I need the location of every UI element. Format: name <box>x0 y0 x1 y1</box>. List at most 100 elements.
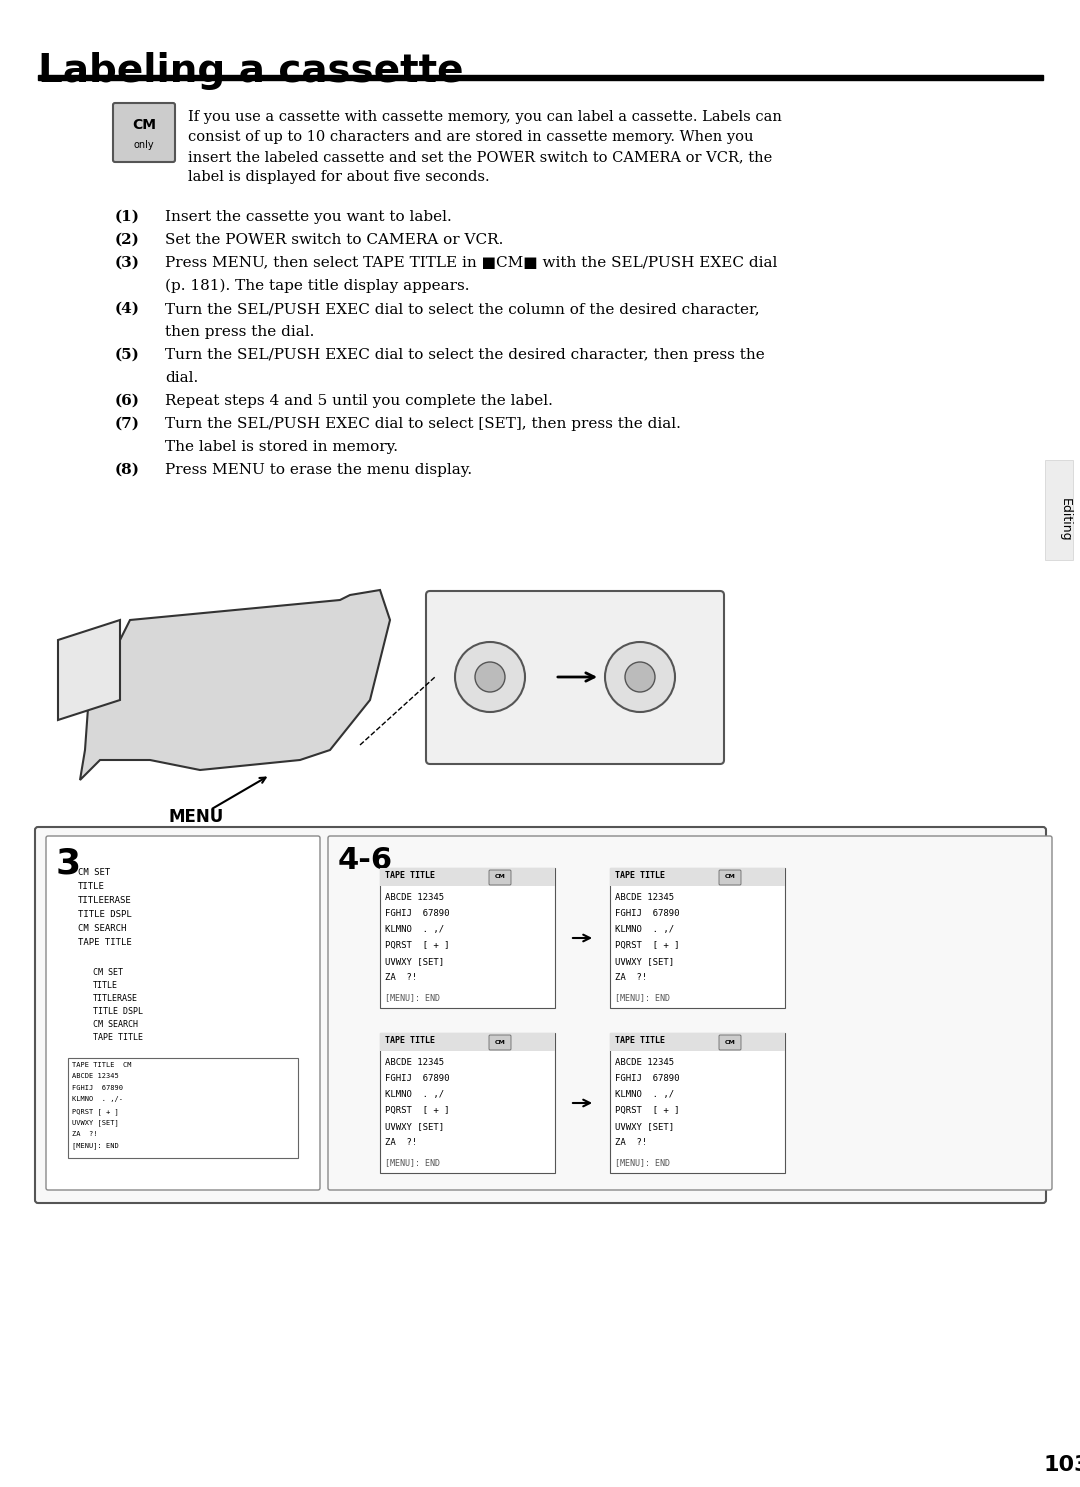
Text: Turn the SEL/PUSH EXEC dial to select [SET], then press the dial.: Turn the SEL/PUSH EXEC dial to select [S… <box>165 416 680 431</box>
Text: UVWXY [SET]: UVWXY [SET] <box>72 1120 119 1126</box>
Text: Editing: Editing <box>1058 498 1071 541</box>
Text: UVWXY [SET]: UVWXY [SET] <box>615 958 674 967</box>
Polygon shape <box>80 590 390 781</box>
Bar <box>610 868 785 886</box>
Text: ZA  ?!: ZA ?! <box>615 972 647 981</box>
Bar <box>380 868 555 886</box>
Bar <box>610 868 785 1008</box>
Text: CM SEARCH: CM SEARCH <box>93 1020 138 1029</box>
Text: TITLE DSPL: TITLE DSPL <box>78 910 132 919</box>
Text: ZA  ?!: ZA ?! <box>384 1138 417 1146</box>
FancyBboxPatch shape <box>46 836 320 1190</box>
Circle shape <box>625 662 654 691</box>
Text: TAPE TITLE: TAPE TITLE <box>384 871 435 880</box>
Text: (8): (8) <box>114 462 140 477</box>
Text: (5): (5) <box>114 348 140 361</box>
Text: Press MENU to erase the menu display.: Press MENU to erase the menu display. <box>165 462 472 477</box>
Bar <box>610 1033 785 1051</box>
Bar <box>38 74 1043 80</box>
Text: FGHIJ  67890: FGHIJ 67890 <box>615 909 679 917</box>
Bar <box>380 868 555 1008</box>
Text: TAPE TITLE  CM: TAPE TITLE CM <box>72 1062 132 1068</box>
Text: CM: CM <box>495 1039 505 1044</box>
Text: Turn the SEL/PUSH EXEC dial to select the desired character, then press the: Turn the SEL/PUSH EXEC dial to select th… <box>165 348 765 361</box>
Text: ZA  ?!: ZA ?! <box>384 972 417 981</box>
Text: 103: 103 <box>1043 1454 1080 1475</box>
Text: Turn the SEL/PUSH EXEC dial to select the column of the desired character,: Turn the SEL/PUSH EXEC dial to select th… <box>165 302 759 317</box>
Text: [MENU]: END: [MENU]: END <box>384 993 440 1002</box>
Text: ABCDE 12345: ABCDE 12345 <box>384 1057 444 1068</box>
Text: TAPE TITLE: TAPE TITLE <box>384 1036 435 1045</box>
Text: TAPE TITLE: TAPE TITLE <box>93 1033 143 1042</box>
FancyBboxPatch shape <box>489 1035 511 1050</box>
Text: CM: CM <box>725 874 735 879</box>
Text: PQRST  [ + ]: PQRST [ + ] <box>615 941 679 950</box>
Text: MENU: MENU <box>168 807 224 825</box>
Text: FGHIJ  67890: FGHIJ 67890 <box>384 1074 449 1083</box>
Text: FGHIJ  67890: FGHIJ 67890 <box>72 1086 123 1091</box>
FancyBboxPatch shape <box>426 590 724 764</box>
Text: (p. 181). The tape title display appears.: (p. 181). The tape title display appears… <box>165 280 470 293</box>
Polygon shape <box>58 620 120 720</box>
Text: The label is stored in memory.: The label is stored in memory. <box>165 440 399 454</box>
Text: ZA  ?!: ZA ?! <box>72 1132 97 1138</box>
FancyBboxPatch shape <box>35 827 1047 1203</box>
Text: insert the labeled cassette and set the POWER switch to CAMERA or VCR, the: insert the labeled cassette and set the … <box>188 150 772 164</box>
Text: [MENU]: END: [MENU]: END <box>615 993 670 1002</box>
Circle shape <box>605 642 675 712</box>
Bar <box>68 1057 298 1158</box>
Text: FGHIJ  67890: FGHIJ 67890 <box>384 909 449 917</box>
Text: KLMNO  . ,/: KLMNO . ,/ <box>615 925 674 934</box>
FancyBboxPatch shape <box>328 836 1052 1190</box>
Text: PQRST  [ + ]: PQRST [ + ] <box>615 1106 679 1115</box>
Text: PQRST  [ + ]: PQRST [ + ] <box>384 941 449 950</box>
FancyBboxPatch shape <box>489 870 511 885</box>
Text: Set the POWER switch to CAMERA or VCR.: Set the POWER switch to CAMERA or VCR. <box>165 233 503 247</box>
Text: PQRST [ + ]: PQRST [ + ] <box>72 1108 119 1115</box>
Text: ABCDE 12345: ABCDE 12345 <box>72 1074 119 1080</box>
Text: label is displayed for about five seconds.: label is displayed for about five second… <box>188 170 489 184</box>
Text: Press MENU, then select TAPE TITLE in ■CM■ with the SEL/PUSH EXEC dial: Press MENU, then select TAPE TITLE in ■C… <box>165 256 778 271</box>
FancyBboxPatch shape <box>719 870 741 885</box>
Bar <box>380 1033 555 1051</box>
Text: TAPE TITLE: TAPE TITLE <box>615 1036 665 1045</box>
Text: UVWXY [SET]: UVWXY [SET] <box>384 1123 444 1132</box>
Text: CM SET: CM SET <box>78 868 110 877</box>
Text: (4): (4) <box>114 302 140 317</box>
Text: TAPE TITLE: TAPE TITLE <box>78 938 132 947</box>
Text: dial.: dial. <box>165 370 199 385</box>
Text: CM SEARCH: CM SEARCH <box>78 923 126 932</box>
Bar <box>610 1033 785 1173</box>
Text: ZA  ?!: ZA ?! <box>615 1138 647 1146</box>
Text: (2): (2) <box>114 233 140 247</box>
Bar <box>1045 459 1074 561</box>
FancyBboxPatch shape <box>719 1035 741 1050</box>
Bar <box>380 1033 555 1173</box>
Text: Insert the cassette you want to label.: Insert the cassette you want to label. <box>165 210 451 225</box>
Text: CM: CM <box>725 1039 735 1044</box>
Text: KLMNO  . ,/: KLMNO . ,/ <box>615 1090 674 1099</box>
Text: ABCDE 12345: ABCDE 12345 <box>615 894 674 903</box>
Text: Repeat steps 4 and 5 until you complete the label.: Repeat steps 4 and 5 until you complete … <box>165 394 553 407</box>
Text: ABCDE 12345: ABCDE 12345 <box>615 1057 674 1068</box>
Text: CM SET: CM SET <box>93 968 123 977</box>
Text: CM: CM <box>132 117 156 132</box>
Text: 3: 3 <box>56 846 81 880</box>
Text: UVWXY [SET]: UVWXY [SET] <box>615 1123 674 1132</box>
Text: TITLE: TITLE <box>93 981 118 990</box>
Text: FGHIJ  67890: FGHIJ 67890 <box>615 1074 679 1083</box>
Text: consist of up to 10 characters and are stored in cassette memory. When you: consist of up to 10 characters and are s… <box>188 129 754 144</box>
Text: ABCDE 12345: ABCDE 12345 <box>384 894 444 903</box>
Text: CM: CM <box>495 874 505 879</box>
Circle shape <box>475 662 505 691</box>
Text: (7): (7) <box>114 416 140 431</box>
Circle shape <box>455 642 525 712</box>
Text: [MENU]: END: [MENU]: END <box>72 1142 119 1149</box>
Text: Labeling a cassette: Labeling a cassette <box>38 52 463 91</box>
Text: [MENU]: END: [MENU]: END <box>384 1158 440 1167</box>
Text: TITLE: TITLE <box>78 882 105 891</box>
Text: If you use a cassette with cassette memory, you can label a cassette. Labels can: If you use a cassette with cassette memo… <box>188 110 782 123</box>
Text: 4-6: 4-6 <box>338 846 393 874</box>
Text: TAPE TITLE: TAPE TITLE <box>615 871 665 880</box>
Text: [MENU]: END: [MENU]: END <box>615 1158 670 1167</box>
